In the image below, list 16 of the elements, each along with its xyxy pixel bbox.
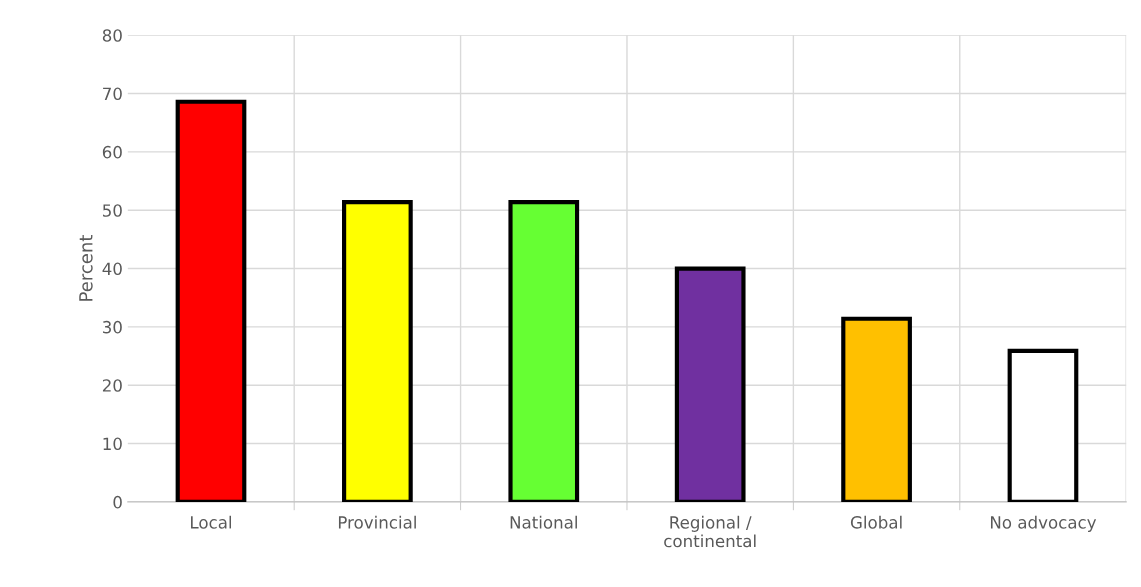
y-tick-label: 40 <box>102 262 122 276</box>
y-tick-label: 20 <box>102 379 122 392</box>
x-tick-label: Global <box>850 515 902 529</box>
y-tick-label: 50 <box>103 204 122 217</box>
y-tick-label: 60 <box>102 145 122 159</box>
y-tick-label: 30 <box>102 320 122 334</box>
y-tick-label: 70 <box>103 87 122 101</box>
x-tick-label: Local <box>191 515 232 529</box>
x-tick-label: No advocacy <box>990 515 1097 532</box>
y-tick-label: 10 <box>103 437 122 451</box>
x-tick-label: Regional / continental <box>664 515 756 548</box>
x-tick-label: National <box>510 515 577 529</box>
y-axis-title: Percent <box>79 235 93 301</box>
x-tick-label: Provincial <box>338 515 416 529</box>
y-tick-label: 0 <box>113 495 122 509</box>
y-tick-label: 80 <box>102 29 122 42</box>
